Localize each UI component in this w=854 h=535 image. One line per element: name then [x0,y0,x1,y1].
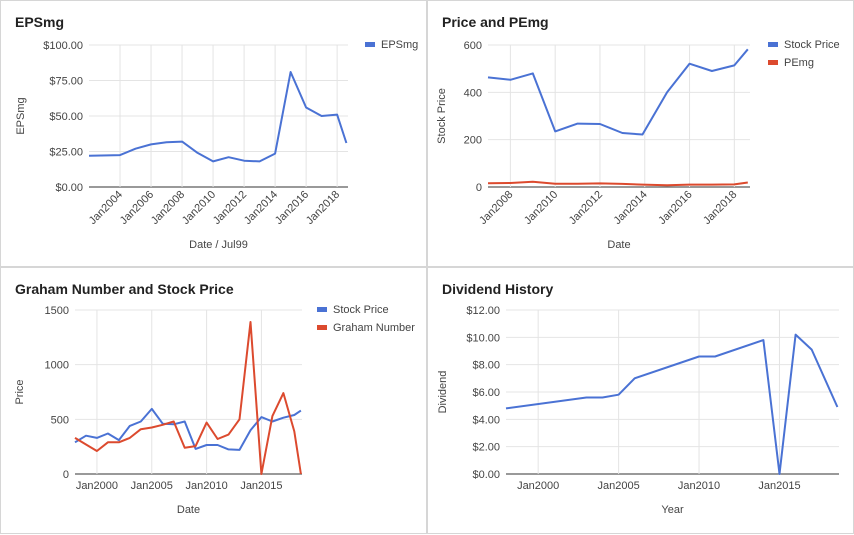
legend-label: PEmg [784,57,814,69]
y-tick-label: $100.00 [43,40,83,52]
series-line-stock-price [74,407,302,451]
x-axis-label: Date [607,239,630,251]
x-tick-label: Jan2005 [131,480,173,492]
x-axis-label: Date [177,504,200,516]
chart-title: Price and PEmg [442,14,549,30]
y-axis-label: Stock Price [436,88,448,144]
legend-label: Graham Number [333,322,415,334]
y-tick-label: 1000 [45,360,69,372]
x-tick-label: Jan2005 [597,480,639,492]
y-axis-label: Dividend [437,371,449,414]
legend-swatch [317,307,327,312]
chart-title: EPSmg [15,14,65,30]
y-tick-label: $4.00 [472,414,500,426]
y-tick-label: 500 [51,414,69,426]
y-tick-label: 200 [464,135,482,147]
y-tick-label: $0.00 [472,469,500,481]
x-tick-label: Jan2014 [612,189,650,227]
y-tick-label: $25.00 [49,147,83,159]
dividend-chart: $0.00 $2.00 $4.00 $6.00 $8.00 $10.00 $12.00 Jan… [437,305,839,516]
y-axis-label: Price [14,379,26,404]
chart-title: Dividend History [442,281,554,297]
legend-label: Stock Price [784,39,840,51]
x-axis-label: Date / Jul99 [189,239,248,251]
chart-title: Graham Number and Stock Price [15,281,234,297]
x-tick-label: Jan2010 [678,480,720,492]
y-tick-label: $12.00 [466,305,500,317]
legend-swatch [365,42,375,47]
x-tick-label: Jan2010 [522,189,560,227]
price-pe-chart-panel: 0 200 400 600 Jan2008 Jan2010 Jan2012 Jan2014 Ja… [427,0,854,267]
x-tick-label: Jan2018 [304,189,342,227]
y-tick-label: 0 [476,182,482,194]
graham-chart-panel: 0 500 1000 1500 Jan2000 Jan2005 Jan2010 Jan2015… [0,267,427,534]
y-tick-label: $8.00 [472,360,500,372]
series-line-dividend [505,333,839,475]
y-axis-label: EPSmg [15,97,27,134]
x-axis-label: Year [661,504,684,516]
legend-swatch [768,60,778,65]
x-tick-label: Jan2000 [76,480,118,492]
legend-swatch [768,42,778,47]
y-tick-label: 400 [464,87,482,99]
y-tick-label: $0.00 [55,182,83,194]
x-tick-label: Jan2010 [185,480,227,492]
y-tick-label: $50.00 [49,111,83,123]
y-tick-label: 0 [63,469,69,481]
eps-chart: $0.00$25.00$50.00$75.00$100.00Jan2004Jan… [15,39,418,251]
y-tick-label: $75.00 [49,76,83,88]
y-tick-label: 600 [464,40,482,52]
legend-label: Stock Price [333,304,389,316]
x-tick-label: Jan2015 [240,480,282,492]
legend-label: EPSmg [381,39,418,51]
y-tick-label: $2.00 [472,442,500,454]
y-tick-label: 1500 [45,305,69,317]
x-tick-label: Jan2018 [701,189,739,227]
legend-swatch [317,325,327,330]
graham-chart: 0 500 1000 1500 Jan2000 Jan2005 Jan2010 Jan2015… [14,304,415,516]
x-tick-label: Jan2016 [656,189,694,227]
x-tick-label: Jan2000 [517,480,559,492]
series-line-graham-number [74,321,302,475]
x-tick-label: Jan2015 [758,480,800,492]
eps-chart-panel: $0.00 $25.00 $50.00 $75.00 $100.00 Jan2004 Jan… [0,0,427,267]
x-tick-label: Jan2012 [567,189,605,227]
y-tick-label: $6.00 [472,387,500,399]
dividend-chart-panel: $0.00 $2.00 $4.00 $6.00 $8.00 $10.00 $12.00 Jan… [427,267,854,534]
series-line-pemg [487,180,748,187]
series-line-stock-price [487,48,749,136]
y-tick-label: $10.00 [466,332,500,344]
x-tick-label: Jan2008 [477,189,515,227]
series-line-epsmg [88,71,348,163]
